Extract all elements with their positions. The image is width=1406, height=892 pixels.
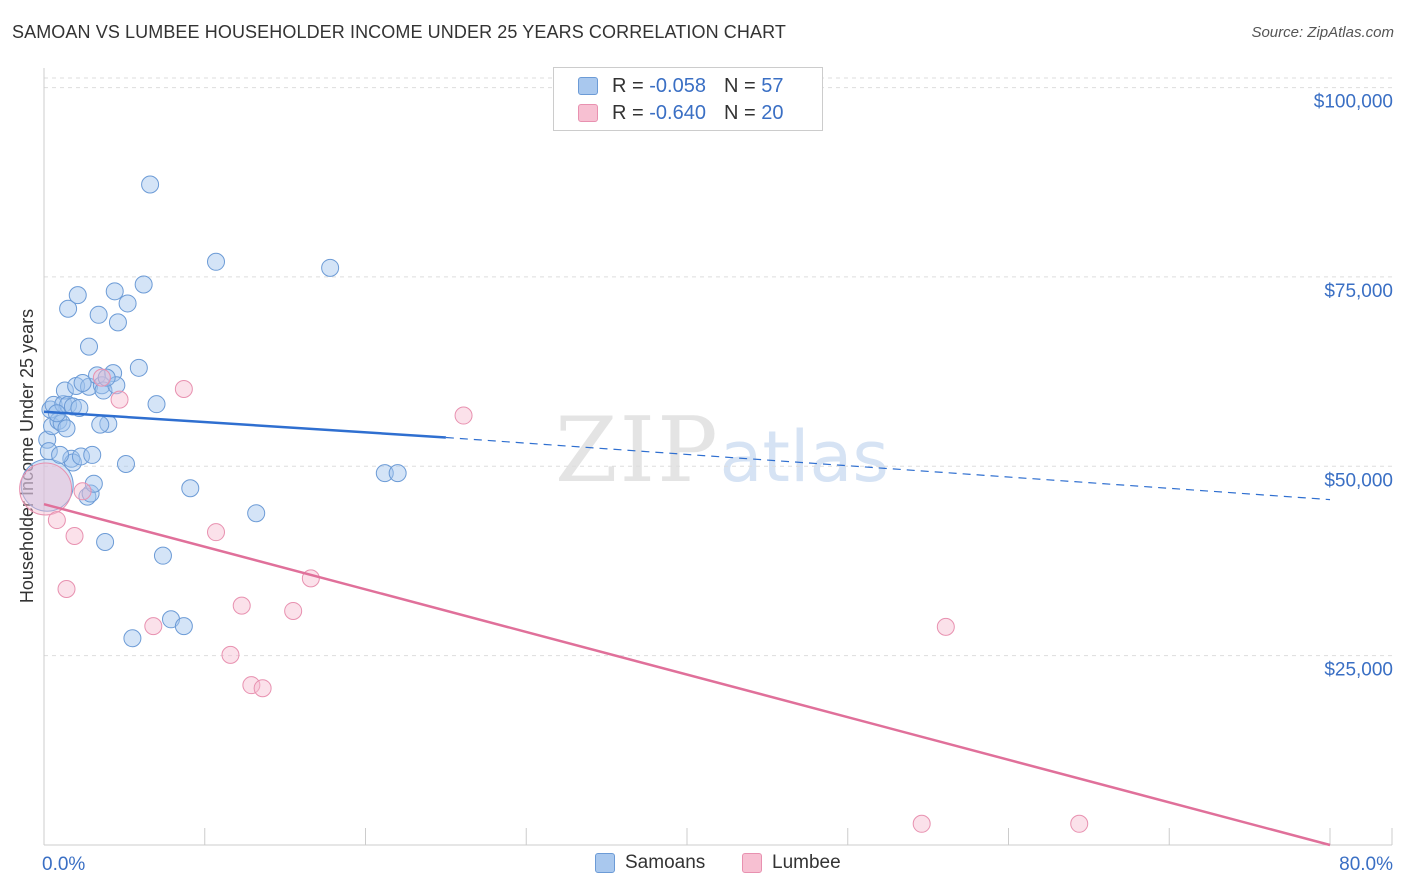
samoans-point — [73, 373, 92, 392]
samoans-point — [68, 286, 87, 305]
legend-n-value: 57 — [761, 74, 784, 97]
samoans-point — [107, 376, 126, 395]
y-axis-label: Householder Income Under 25 years — [17, 309, 37, 603]
samoans-point — [57, 419, 76, 438]
samoans-point — [55, 381, 74, 400]
samoans-point — [96, 533, 115, 552]
lumbee-point — [1070, 814, 1089, 833]
legend-r-label: R = — [612, 101, 644, 124]
samoans-point — [70, 398, 89, 417]
samoans-point — [39, 442, 58, 461]
samoans-point — [91, 415, 110, 434]
lumbee-point — [92, 368, 111, 387]
samoans-trendline — [43, 410, 446, 439]
lumbee-point — [936, 617, 955, 636]
y-tick-label: $25,000 — [1324, 660, 1393, 681]
bottom-legend-label-lumbee: Lumbee — [772, 852, 841, 873]
samoans-trendline-extension — [445, 436, 1331, 501]
samoans-point — [153, 546, 172, 565]
samoans-point — [108, 313, 127, 332]
samoans-point — [247, 504, 266, 523]
x-tick-label-start: 0.0% — [42, 854, 85, 875]
correlation-legend: R = -0.058 N = 57 R = -0.640 N = 20 — [553, 67, 823, 131]
legend-r-label: R = — [612, 74, 644, 97]
chart-title: SAMOAN VS LUMBEE HOUSEHOLDER INCOME UNDE… — [12, 22, 786, 42]
legend-r-value: -0.640 — [649, 101, 706, 124]
legend-r-value: -0.058 — [649, 74, 706, 97]
samoans-point — [134, 275, 153, 294]
samoans-point — [83, 445, 102, 464]
samoans-point — [174, 617, 193, 636]
samoans-point — [321, 258, 340, 277]
legend-n-label: N = — [723, 74, 756, 97]
lumbee-point — [65, 526, 84, 545]
samoans-point — [181, 479, 200, 498]
samoans-point — [51, 445, 70, 464]
source-label: Source: ZipAtlas.com — [1251, 24, 1394, 41]
lumbee-point — [284, 601, 303, 620]
legend-row-lumbee: R = -0.640 N = 20 — [578, 101, 783, 125]
samoans-point — [207, 252, 226, 271]
lumbee-point — [73, 482, 92, 501]
lumbee-trendline — [43, 502, 1331, 847]
samoans-point — [105, 282, 124, 301]
samoans-point — [375, 464, 394, 483]
lumbee-point — [454, 406, 473, 425]
samoans-point — [118, 294, 137, 313]
legend-n-value: 20 — [761, 101, 784, 124]
samoans-point — [97, 368, 116, 387]
samoans-point — [63, 397, 82, 416]
samoans-point — [141, 175, 160, 194]
legend-row-samoans: R = -0.058 N = 57 — [578, 74, 783, 98]
samoans-point — [89, 305, 108, 324]
bottom-legend-lumbee: Lumbee — [742, 852, 841, 874]
y-tick-label: $50,000 — [1324, 470, 1393, 491]
legend-n-label: N = — [723, 101, 756, 124]
samoans-point — [38, 430, 57, 449]
samoans-point — [147, 395, 166, 414]
samoans-point — [52, 414, 71, 433]
y-tick-label: $100,000 — [1314, 92, 1393, 113]
lumbee-point — [57, 579, 76, 598]
watermark-atlas: atlas — [719, 416, 889, 498]
bottom-legend-samoans: Samoans — [595, 852, 705, 874]
bottom-legend-label-samoans: Samoans — [625, 852, 706, 873]
lumbee-point — [232, 596, 251, 615]
samoans-point — [71, 447, 90, 466]
samoans-point — [80, 337, 99, 356]
bottom-legend-swatch-lumbee — [742, 853, 762, 873]
samoans-point — [104, 364, 123, 383]
legend-swatch-samoans — [578, 77, 598, 95]
lumbee-point — [242, 676, 261, 695]
y-tick-label: $75,000 — [1324, 281, 1393, 302]
samoans-point — [116, 455, 135, 474]
samoans-point — [123, 629, 142, 648]
lumbee-point — [110, 390, 129, 409]
lumbee-point — [174, 380, 193, 399]
samoans-point — [129, 358, 148, 377]
watermark-zip: ZIP — [555, 398, 720, 503]
lumbee-point — [221, 645, 240, 664]
x-tick-label-end: 80.0% — [1339, 854, 1393, 875]
lumbee-point — [19, 462, 73, 516]
watermark: ZIPatlas — [555, 398, 889, 503]
samoans-point — [388, 464, 407, 483]
lumbee-point — [253, 679, 272, 698]
bottom-legend-swatch-samoans — [595, 853, 615, 873]
lumbee-point — [207, 523, 226, 542]
lumbee-point — [144, 617, 163, 636]
lumbee-point — [47, 511, 66, 530]
legend-swatch-lumbee — [578, 104, 598, 122]
samoans-point — [59, 299, 78, 318]
lumbee-point — [912, 814, 931, 833]
